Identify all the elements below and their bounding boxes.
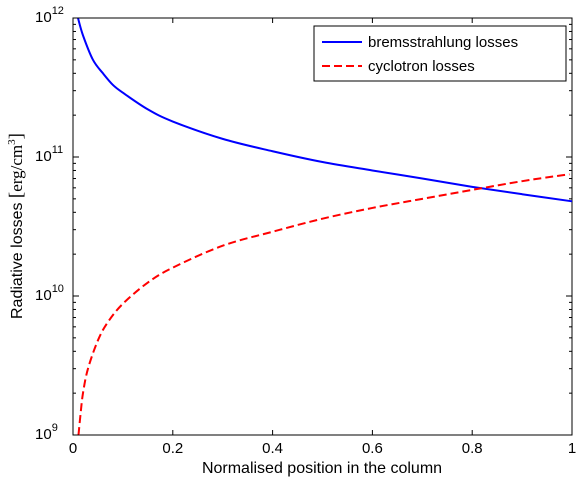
y-tick-label: 1010 [35,283,64,304]
legend-box [313,25,567,82]
ticks-layer: 0 0.2 0.4 0.6 0.8 1 109 1010 1011 1012 [35,5,576,457]
x-tick-label: 0.4 [262,440,283,457]
y-axis-label-unit-open: [ [6,192,27,198]
series-line-0 [77,17,573,203]
y-tick-label: 109 [35,422,58,443]
x-tick-label: 0.2 [162,440,183,457]
x-tick-label: 0.8 [462,440,483,457]
legend: bremsstrahlung losses cyclotron losses [313,25,567,82]
x-tick-label: 0.6 [362,440,383,457]
y-axis-label-unit-close: ] [6,133,27,139]
y-axis-label: Radiative losses [erg/cm3] [6,133,27,319]
x-tick-label: 1 [568,440,576,457]
plot-area [72,17,573,436]
y-tick-label: 1012 [35,5,64,26]
series-layer [77,17,573,436]
legend-label-cyclotron: cyclotron losses [368,58,475,75]
legend-label-bremsstrahlung: bremsstrahlung losses [368,34,518,51]
x-tick-label: 0 [69,440,77,457]
series-line-1 [77,173,570,436]
y-tick-label: 1011 [35,144,63,165]
y-axis-label-unit-exp: 3 [6,139,18,145]
x-axis-label: Normalised position in the column [202,460,442,477]
y-axis-label-unit-base: erg/cm [7,145,26,192]
y-axis-label-text: Radiative losses [9,203,26,320]
